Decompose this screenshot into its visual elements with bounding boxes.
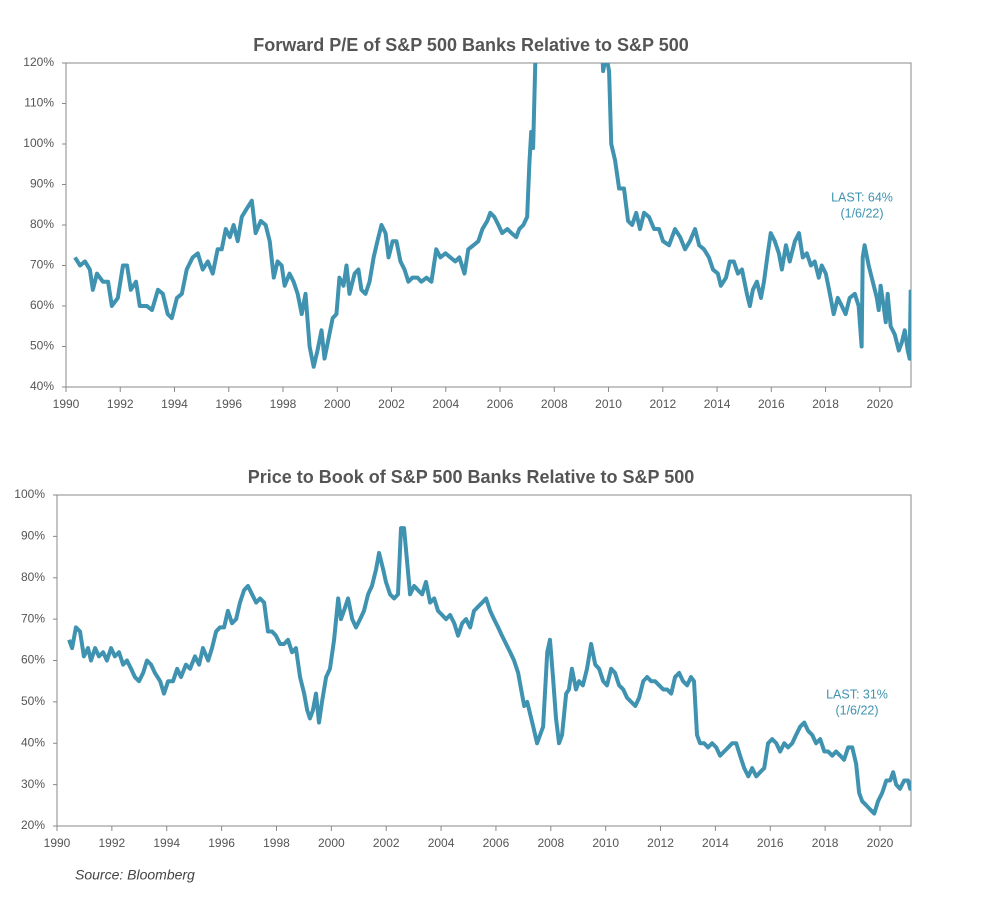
y-tick-label: 100% — [14, 487, 45, 501]
y-tick-label: 30% — [21, 777, 45, 791]
y-tick-label: 110% — [24, 96, 54, 110]
x-tick-label: 2006 — [483, 836, 510, 850]
y-tick-label: 90% — [30, 177, 54, 191]
x-tick-label: 1994 — [161, 397, 188, 411]
x-tick-label: 2012 — [647, 836, 674, 850]
x-tick-label: 2014 — [702, 836, 729, 850]
y-tick-label: 80% — [21, 570, 45, 584]
x-tick-label: 2008 — [537, 836, 564, 850]
x-tick-label: 2016 — [757, 836, 784, 850]
x-tick-label: 2004 — [432, 397, 459, 411]
x-tick-label: 2016 — [758, 397, 785, 411]
y-tick-label: 60% — [21, 653, 45, 667]
x-tick-label: 2018 — [812, 836, 839, 850]
annotation: LAST: 64% — [831, 190, 893, 204]
x-tick-label: 2002 — [373, 836, 400, 850]
annotation: LAST: 31% — [826, 687, 888, 701]
annotation: (1/6/22) — [835, 703, 878, 717]
y-tick-label: 70% — [21, 611, 45, 625]
y-tick-label: 80% — [30, 217, 54, 231]
annotation: (1/6/22) — [840, 206, 883, 220]
chart-title: Price to Book of S&P 500 Banks Relative … — [248, 467, 695, 487]
x-tick-label: 2012 — [649, 397, 676, 411]
x-tick-label: 2010 — [592, 836, 619, 850]
source-note: Source: Bloomberg — [75, 867, 195, 883]
x-tick-label: 1990 — [53, 397, 80, 411]
x-tick-label: 2018 — [812, 397, 839, 411]
x-tick-label: 2000 — [324, 397, 351, 411]
x-tick-label: 2010 — [595, 397, 622, 411]
y-tick-label: 40% — [21, 735, 45, 749]
plot-frame — [56, 494, 912, 827]
x-tick-label: 2006 — [487, 397, 514, 411]
x-tick-label: 2002 — [378, 397, 405, 411]
chart-title: Forward P/E of S&P 500 Banks Relative to… — [253, 35, 689, 55]
x-tick-label: 1996 — [215, 397, 242, 411]
x-tick-label: 1994 — [153, 836, 180, 850]
y-tick-label: 60% — [30, 298, 54, 312]
x-tick-label: 2020 — [866, 397, 893, 411]
x-tick-label: 2004 — [428, 836, 455, 850]
x-tick-label: 2014 — [704, 397, 731, 411]
plot-frame — [65, 62, 912, 388]
x-tick-label: 2020 — [867, 836, 894, 850]
x-tick-label: 2008 — [541, 397, 568, 411]
x-tick-label: 1990 — [44, 836, 71, 850]
y-tick-label: 40% — [30, 379, 54, 393]
x-tick-label: 2000 — [318, 836, 345, 850]
x-tick-label: 1998 — [263, 836, 290, 850]
y-tick-label: 70% — [30, 258, 54, 272]
data-line — [73, 63, 911, 369]
y-tick-label: 90% — [21, 529, 45, 543]
y-tick-label: 20% — [21, 818, 45, 832]
x-tick-label: 1992 — [99, 836, 126, 850]
x-tick-label: 1998 — [270, 397, 297, 411]
y-tick-label: 50% — [21, 694, 45, 708]
y-tick-label: 100% — [23, 136, 54, 150]
x-tick-label: 1996 — [208, 836, 235, 850]
y-tick-label: 120% — [23, 55, 54, 69]
x-tick-label: 1992 — [107, 397, 134, 411]
y-tick-label: 50% — [30, 339, 54, 353]
data-line — [67, 526, 911, 816]
